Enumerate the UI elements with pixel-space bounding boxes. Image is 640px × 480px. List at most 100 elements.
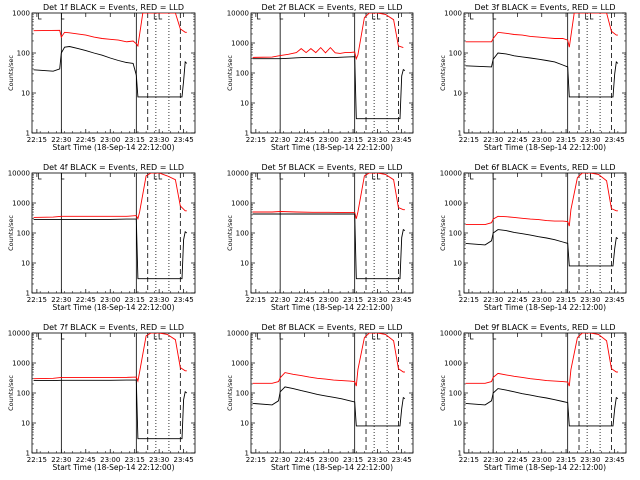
y-tick-label: 10000 [227, 330, 249, 338]
plot-frame [250, 172, 414, 294]
top-marker [153, 173, 158, 180]
x-tick-label: 23:30 [149, 296, 169, 304]
x-tick-label: 22:45 [507, 456, 527, 464]
x-tick-label: 23:45 [605, 296, 625, 304]
x-tick-label: 23:30 [367, 456, 387, 464]
y-tick-label: 1 [245, 450, 249, 458]
top-marker [158, 173, 163, 180]
top-marker [470, 173, 474, 180]
top-marker [38, 333, 42, 340]
x-tick-label: 22:30 [483, 456, 503, 464]
top-marker [38, 13, 42, 20]
y-tick-label: 1 [458, 290, 462, 298]
y-tick-label: 1000 [444, 200, 462, 208]
y-tick-label: 1 [458, 130, 462, 138]
x-tick-label: 23:15 [343, 296, 363, 304]
series-line-black [33, 218, 188, 280]
top-marker [257, 173, 261, 180]
x-tick-label: 23:00 [319, 136, 339, 144]
panel-title: Det 4f BLACK = Events, RED = LLD [43, 163, 184, 172]
x-tick-label: 23:30 [580, 136, 600, 144]
y-tick-label: 10 [21, 420, 30, 428]
top-marker [377, 173, 381, 180]
x-tick-label: 22:45 [76, 296, 96, 304]
x-tick-label: 23:15 [556, 456, 576, 464]
x-tick-label: 22:15 [459, 296, 479, 304]
panel-title: Det 3f BLACK = Events, RED = LLD [474, 3, 615, 12]
y-tick-label: 10000 [227, 10, 249, 18]
x-tick-label: 22:45 [76, 136, 96, 144]
x-tick-label: 23:00 [100, 296, 120, 304]
y-axis-label: Counts/sec [226, 55, 234, 91]
x-tick-label: 23:30 [149, 136, 169, 144]
x-axis-label: Start Time (18-Sep-14 22:12:00) [271, 303, 393, 312]
top-marker [257, 333, 261, 340]
x-tick-label: 23:45 [173, 296, 193, 304]
x-tick-label: 23:15 [125, 296, 145, 304]
y-axis-label: Counts/sec [7, 215, 15, 251]
plot-frame [31, 172, 196, 294]
y-tick-label: 10000 [440, 170, 462, 178]
series-line-black [465, 229, 619, 267]
top-marker [372, 333, 376, 340]
y-tick-label: 10000 [8, 170, 30, 178]
y-tick-label: 1000 [231, 40, 249, 48]
y-tick-label: 1000 [231, 360, 249, 368]
y-tick-label: 10 [240, 260, 249, 268]
x-tick-label: 23:45 [173, 456, 193, 464]
y-tick-label: 1000 [12, 360, 30, 368]
panel-5: Det 5f BLACK = Events, RED = LLD 1 10 100 10… [226, 163, 414, 312]
y-axis-label: Counts/sec [439, 215, 447, 251]
x-tick-label: 23:30 [149, 456, 169, 464]
panel-title: Det 6f BLACK = Events, RED = LLD [474, 163, 615, 172]
y-tick-label: 10000 [8, 330, 30, 338]
x-tick-label: 23:00 [100, 136, 120, 144]
top-marker [377, 13, 381, 20]
series-line-red [465, 173, 618, 227]
x-tick-label: 22:45 [507, 296, 527, 304]
series-line-red [252, 173, 405, 219]
series-line-red [252, 333, 405, 387]
x-axis-label: Start Time (18-Sep-14 22:12:00) [484, 143, 606, 152]
x-tick-label: 22:15 [27, 296, 47, 304]
x-tick-label: 23:00 [532, 296, 552, 304]
series-line-red [465, 13, 618, 48]
top-marker [590, 173, 594, 180]
series-line-red [33, 13, 187, 48]
plot-frame [463, 12, 627, 134]
y-axis-label: Counts/sec [226, 215, 234, 251]
x-axis-label: Start Time (18-Sep-14 22:12:00) [271, 143, 393, 152]
x-tick-label: 23:30 [580, 456, 600, 464]
x-tick-label: 22:15 [246, 136, 266, 144]
top-marker [585, 13, 589, 20]
y-tick-label: 1000 [12, 10, 30, 18]
y-tick-label: 100 [449, 230, 462, 238]
panel-4: Det 4f BLACK = Events, RED = LLD 1 10 100 10… [7, 163, 196, 312]
y-tick-label: 10000 [227, 170, 249, 178]
y-tick-label: 100 [449, 50, 462, 58]
x-tick-label: 23:45 [392, 296, 412, 304]
y-axis-label: Counts/sec [439, 55, 447, 91]
top-marker [590, 333, 594, 340]
x-tick-label: 22:15 [246, 296, 266, 304]
y-tick-label: 10 [240, 100, 249, 108]
x-tick-label: 22:30 [51, 296, 71, 304]
x-axis-label: Start Time (18-Sep-14 22:12:00) [53, 303, 175, 312]
y-tick-label: 1 [245, 290, 249, 298]
series-line-red [465, 333, 618, 387]
x-tick-label: 22:15 [27, 456, 47, 464]
top-marker [38, 173, 42, 180]
series-line-black [252, 213, 406, 280]
panel-2: Det 2f BLACK = Events, RED = LLD 1 10 100 10… [226, 3, 414, 152]
panel-6: Det 6f BLACK = Events, RED = LLD 1 10 100 10… [439, 163, 627, 312]
x-tick-label: 23:45 [392, 136, 412, 144]
top-marker [279, 13, 284, 20]
y-axis-label: Counts/sec [7, 375, 15, 411]
x-axis-label: Start Time (18-Sep-14 22:12:00) [53, 143, 175, 152]
series-line-black [33, 379, 188, 440]
panel-title: Det 9f BLACK = Events, RED = LLD [474, 323, 615, 332]
y-tick-label: 1000 [231, 200, 249, 208]
x-tick-label: 22:15 [459, 136, 479, 144]
x-tick-label: 23:30 [367, 296, 387, 304]
top-marker [585, 333, 589, 340]
